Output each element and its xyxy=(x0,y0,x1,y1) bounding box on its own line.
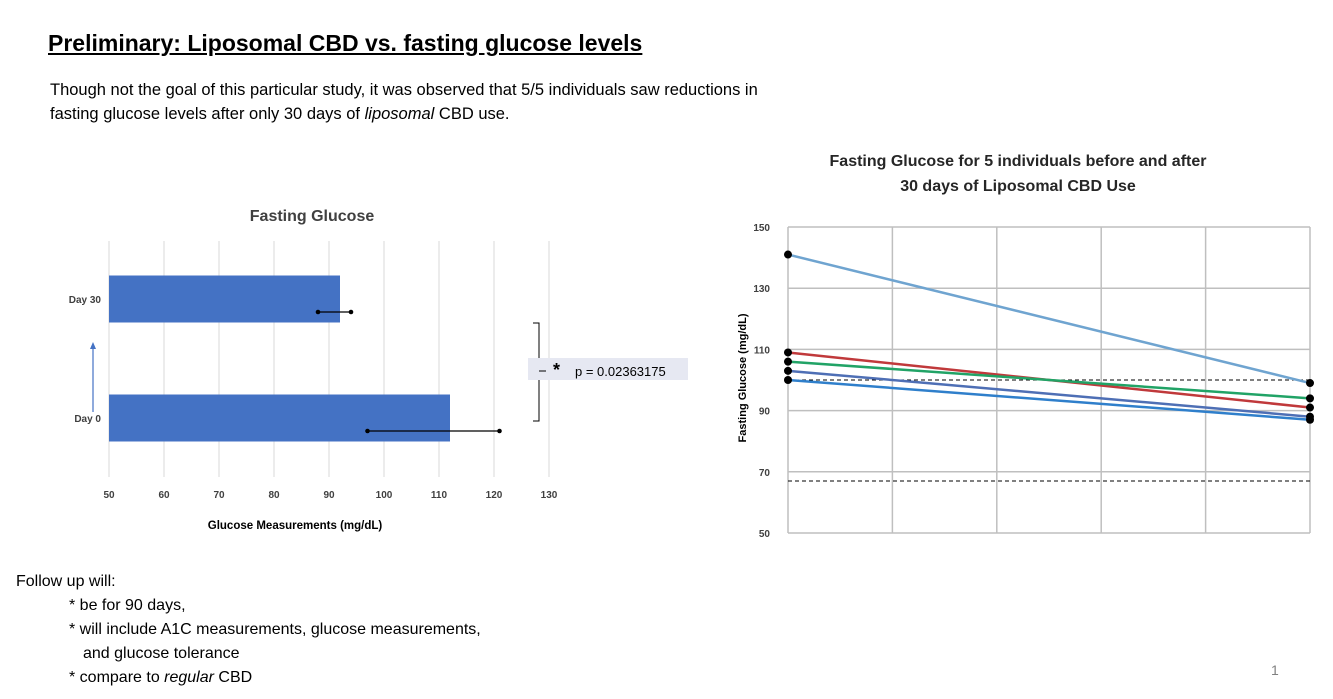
bar-category-label: Day 0 xyxy=(74,414,101,425)
line-y-tick-label: 50 xyxy=(759,529,771,540)
followup-item-continued: and glucose tolerance xyxy=(83,645,240,662)
bar-chart-error-bars xyxy=(315,309,502,434)
line-y-tick-label: 150 xyxy=(753,223,770,234)
error-bar-cap xyxy=(348,309,354,315)
bar-x-tick-label: 50 xyxy=(103,490,115,501)
followup-heading: Follow up will: xyxy=(16,573,116,590)
intro-text: Though not the goal of this particular s… xyxy=(50,78,810,126)
bar-category-label: Day 30 xyxy=(69,295,102,306)
data-point xyxy=(784,348,792,357)
line-chart-grid xyxy=(787,226,1311,534)
data-point xyxy=(1306,415,1314,424)
bar-x-tick-label: 130 xyxy=(541,490,558,501)
slide-title: Preliminary: Liposomal CBD vs. fasting g… xyxy=(48,30,643,56)
data-point xyxy=(1306,403,1314,412)
line-chart-series xyxy=(784,250,1314,424)
followup-item: * compare to regular CBD xyxy=(16,666,481,690)
line-y-tick-label: 90 xyxy=(759,407,771,418)
error-bar-cap xyxy=(497,428,502,434)
bar-chart-bars xyxy=(109,275,450,442)
followup-item: * will include A1C measurements, glucose… xyxy=(69,621,481,638)
bar-x-tick-label: 90 xyxy=(323,490,335,501)
series-line xyxy=(787,378,1311,422)
followup-last-emphasis: regular xyxy=(164,669,214,686)
data-point xyxy=(1306,379,1314,388)
bar-x-tick-label: 80 xyxy=(268,490,280,501)
bar-chart-x-ticks: 50 60 70 80 90 100 110 120 130 xyxy=(103,490,557,501)
series-line xyxy=(787,253,1311,385)
followup-last-suffix: CBD xyxy=(213,669,253,686)
intro-part2: CBD use. xyxy=(434,105,510,123)
intro-emphasis: liposomal xyxy=(364,105,435,123)
line-chart-subtitle: 30 days of Liposomal CBD Use xyxy=(900,178,1136,195)
line-y-tick-label: 70 xyxy=(759,468,771,479)
followup-list: Follow up will: * be for 90 days, * will… xyxy=(16,570,481,690)
bar-x-tick-label: 120 xyxy=(486,490,503,501)
bar-x-tick-label: 100 xyxy=(376,490,393,501)
line-chart-reference-lines xyxy=(788,379,1310,482)
data-point xyxy=(784,376,792,384)
data-point xyxy=(784,357,792,366)
significance-star: * xyxy=(553,360,560,380)
error-bar-cap xyxy=(315,309,321,315)
progress-arrow-head xyxy=(90,342,96,349)
line-chart: Fasting Glucose for 5 individuals before… xyxy=(737,153,1314,540)
p-value-box xyxy=(528,358,688,380)
intro-part1: Though not the goal of this particular s… xyxy=(50,81,758,123)
page-number: 1 xyxy=(1271,662,1279,678)
p-value-label: p = 0.02363175 xyxy=(575,364,666,379)
series-line xyxy=(787,360,1311,400)
bar-x-tick-label: 70 xyxy=(213,490,225,501)
data-point xyxy=(784,250,792,259)
bar-chart: Fasting Glucose 50 60 70 80 90 100 110 120 130 D… xyxy=(69,208,688,532)
line-y-tick-label: 130 xyxy=(753,284,770,295)
line-y-tick-label: 110 xyxy=(754,345,771,356)
line-chart-y-ticks: 50 70 90 110 130 150 xyxy=(753,223,770,540)
error-bar-cap xyxy=(365,428,370,434)
bar-x-tick-label: 110 xyxy=(431,490,448,501)
data-point xyxy=(1306,394,1314,403)
line-chart-y-label: Fasting Glucose (mg/dL) xyxy=(737,313,749,442)
bar xyxy=(109,394,450,442)
bar-chart-x-label: Glucose Measurements (mg/dL) xyxy=(208,520,383,532)
data-point xyxy=(784,366,792,375)
bar-chart-title: Fasting Glucose xyxy=(250,208,375,225)
series-line xyxy=(787,369,1311,418)
followup-last-prefix: * compare to xyxy=(69,669,165,686)
line-chart-title: Fasting Glucose for 5 individuals before… xyxy=(830,153,1207,170)
bar-x-tick-label: 60 xyxy=(158,490,170,501)
bar xyxy=(109,275,340,323)
bar-chart-category-labels: Day 0 Day 30 xyxy=(69,295,102,425)
followup-item: * be for 90 days, xyxy=(69,597,186,614)
